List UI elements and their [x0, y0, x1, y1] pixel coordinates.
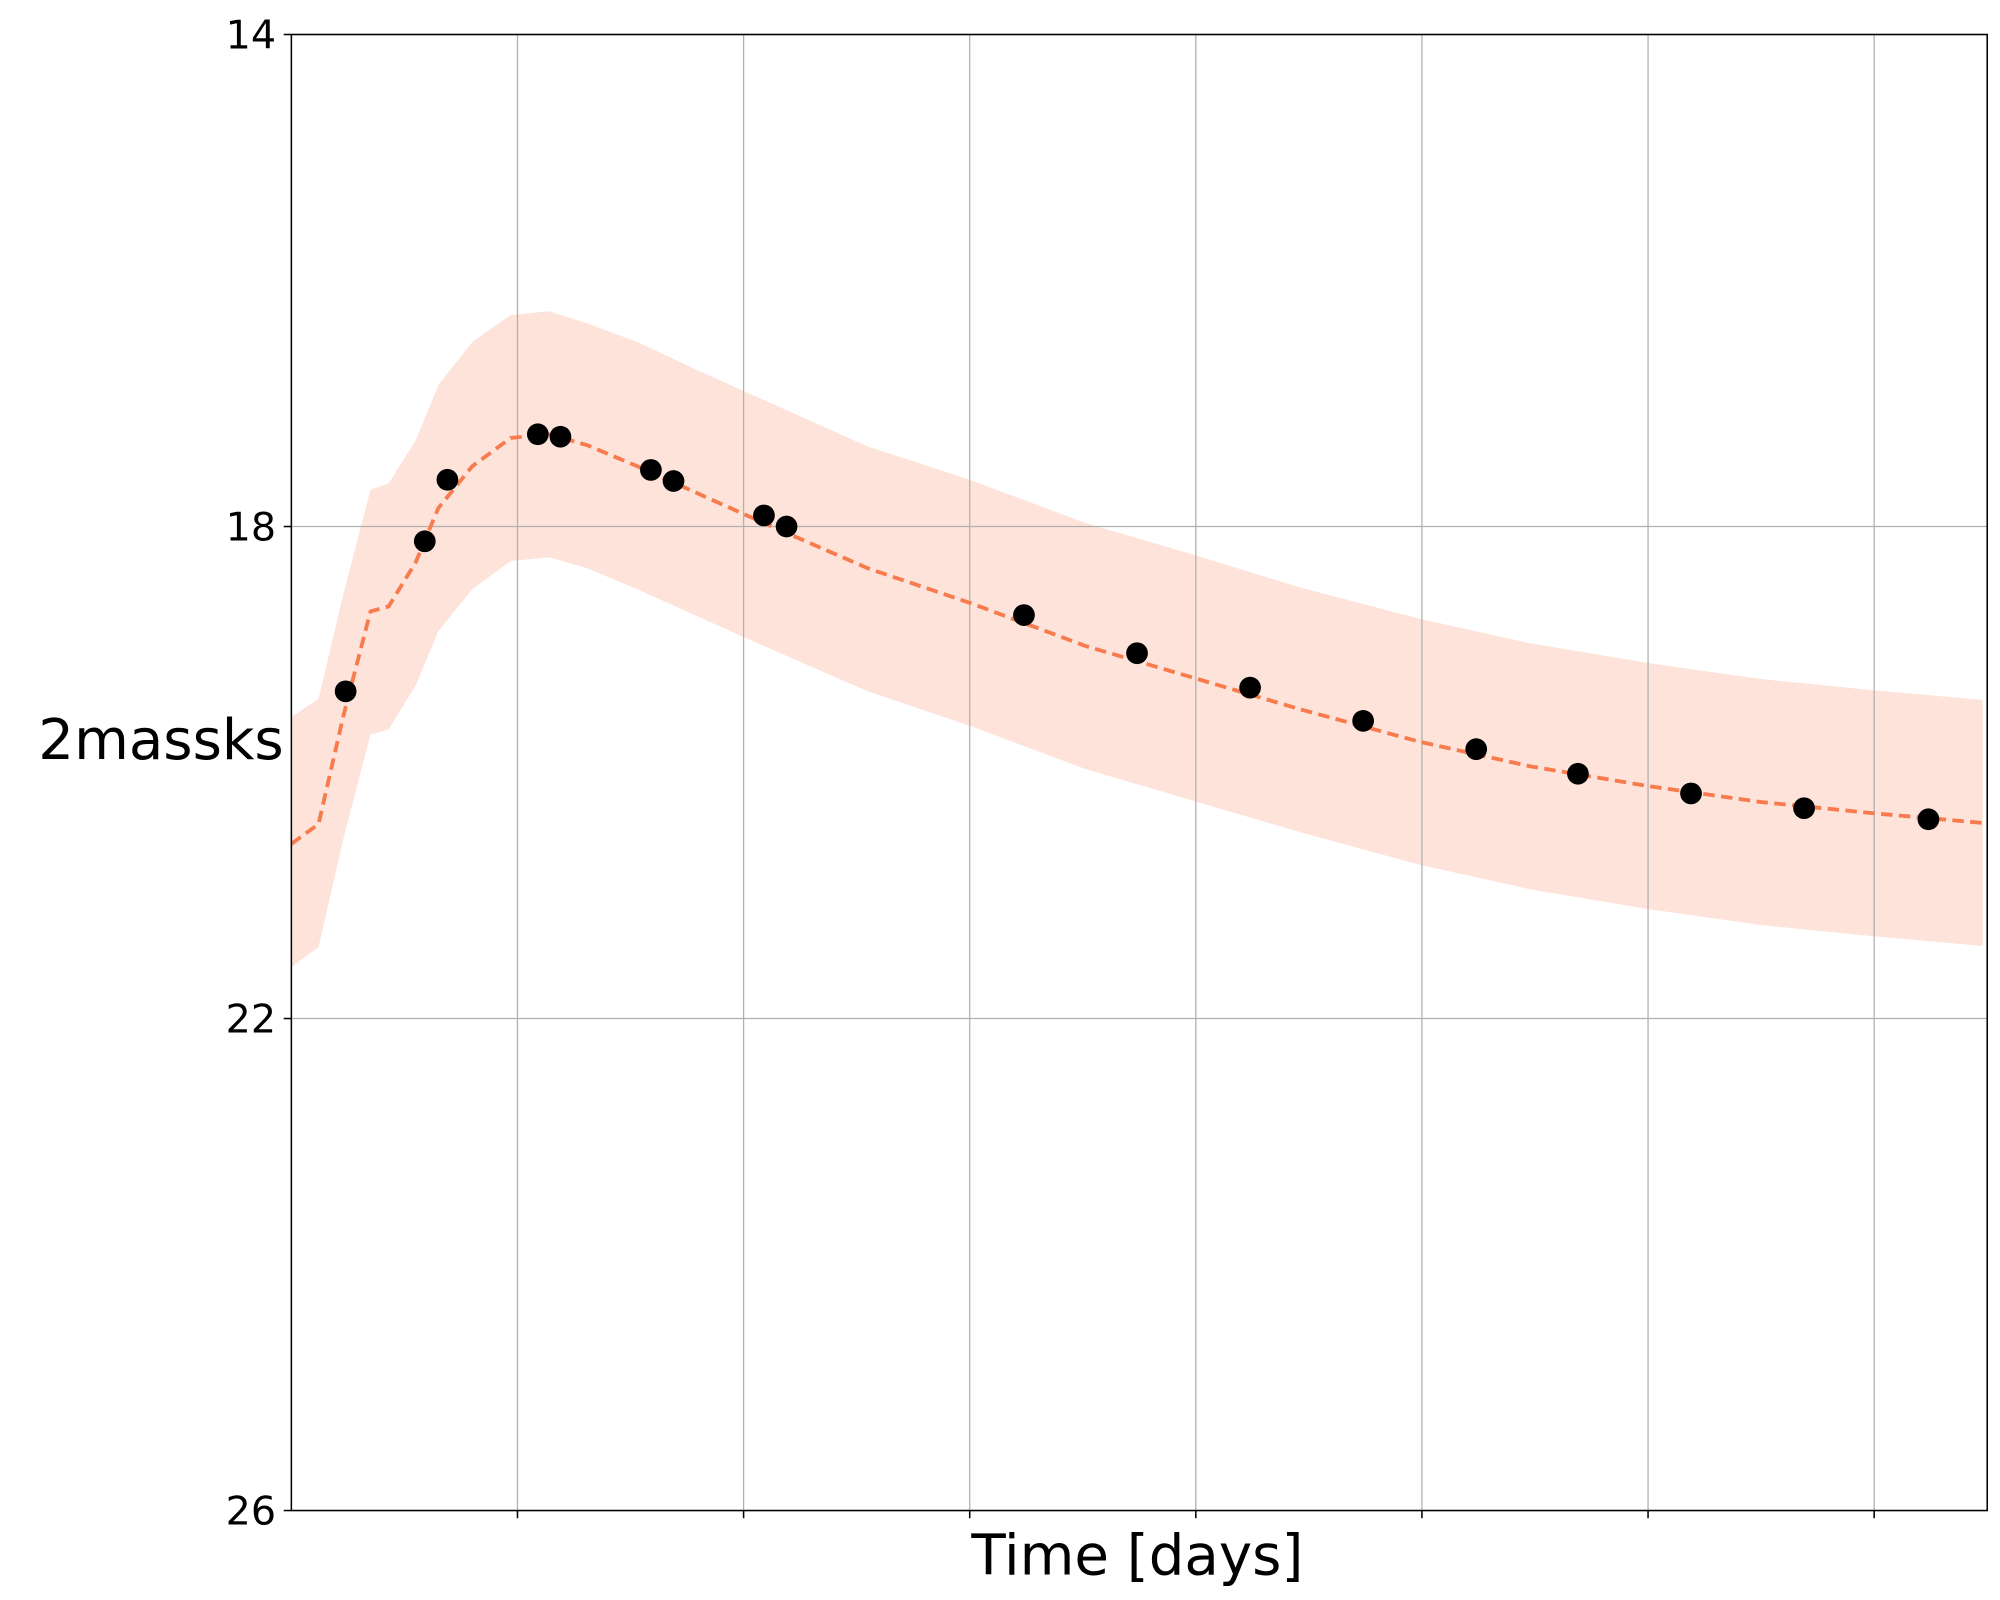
plot-area: 14 18 22 26	[226, 13, 1988, 1535]
x-axis-label: Time [days]	[970, 1523, 1303, 1588]
data-point	[1465, 738, 1488, 761]
data-point	[662, 470, 685, 492]
y-tick-label: 14	[226, 13, 276, 59]
data-point	[1567, 762, 1589, 785]
data-point	[1917, 808, 1940, 831]
model-line	[290, 432, 1983, 846]
axes-frame	[290, 33, 1988, 1512]
y-tick-label: 22	[226, 997, 276, 1043]
data-point	[436, 468, 459, 491]
y-tick-label: 26	[226, 1489, 276, 1535]
data-point	[1239, 676, 1261, 699]
data-point	[753, 504, 775, 527]
confidence-band	[291, 311, 1983, 967]
data-point	[1013, 604, 1035, 626]
data-point	[1680, 782, 1702, 805]
data-point	[775, 515, 798, 538]
data-point	[640, 459, 662, 481]
data-point	[1352, 710, 1375, 732]
data-point	[413, 530, 436, 553]
data-point	[1126, 642, 1148, 665]
data-point	[334, 680, 357, 703]
data-point	[526, 423, 549, 446]
y-tick-label: 18	[226, 505, 276, 551]
y-axis-label: 2massks	[38, 708, 283, 773]
data-point	[1793, 797, 1815, 820]
data-point	[549, 425, 572, 448]
